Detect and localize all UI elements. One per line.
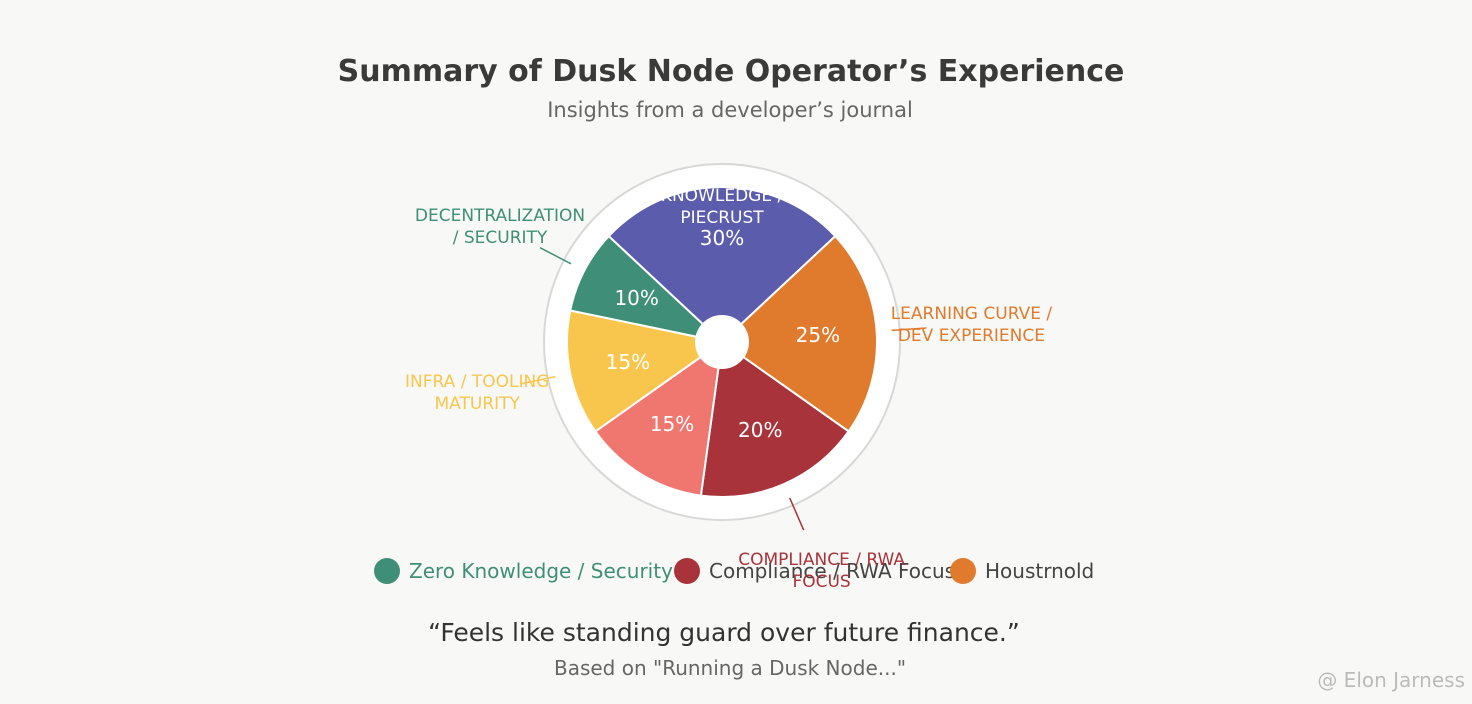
value-label: 25% — [795, 323, 841, 348]
legend-swatch — [374, 558, 400, 584]
legend-item: Houstrnold — [950, 558, 1094, 584]
center-hole — [695, 315, 749, 369]
legend-item: Zero Knowledge / Security — [374, 558, 673, 584]
leader-line — [891, 327, 927, 332]
value-label: 10% — [614, 285, 659, 310]
legend-label: Houstrnold — [985, 559, 1095, 583]
value-label: 15% — [605, 349, 651, 374]
category-label: COMPLIANCE / RWA FOCUS — [738, 550, 905, 593]
value-label: 30% — [699, 225, 745, 250]
leader-line — [789, 497, 805, 531]
leader-line — [521, 375, 556, 385]
slice-label: ZERO KNOWLEDGE / PIECRUST — [660, 163, 784, 228]
legend-swatch — [950, 558, 976, 584]
chart-subtitle: Insights from a developer’s journal — [547, 98, 913, 122]
category-label: DECENTRALIZATION / SECURITY — [414, 205, 586, 248]
legend-label: Zero Knowledge / Security — [409, 559, 673, 583]
chart-title: Summary of Dusk Node Operator’s Experien… — [337, 54, 1125, 89]
pie-slice — [720, 234, 878, 433]
pie-slice — [699, 340, 851, 498]
pie-slice — [566, 309, 725, 433]
value-label: 20% — [738, 418, 783, 443]
watermark: @ Elon Jarness — [1317, 668, 1465, 692]
value-label: 15% — [649, 412, 695, 437]
legend-label: Compliance / RWA Focus — [709, 559, 956, 583]
category-label: LEARNING CURVE / DEV EXPERIENCE — [890, 303, 1053, 346]
pie-slice — [593, 339, 724, 497]
pie-slice — [569, 234, 726, 344]
category-label: INFRA / TOOLING MATURITY — [405, 371, 550, 414]
leader-line — [539, 247, 572, 265]
source: Based on "Running a Dusk Node..." — [553, 656, 907, 680]
quote: “Feels like standing guard over future f… — [428, 618, 1020, 647]
pie-slice — [607, 186, 837, 344]
legend-item: Compliance / RWA Focus — [674, 558, 955, 584]
legend-swatch — [674, 558, 700, 584]
